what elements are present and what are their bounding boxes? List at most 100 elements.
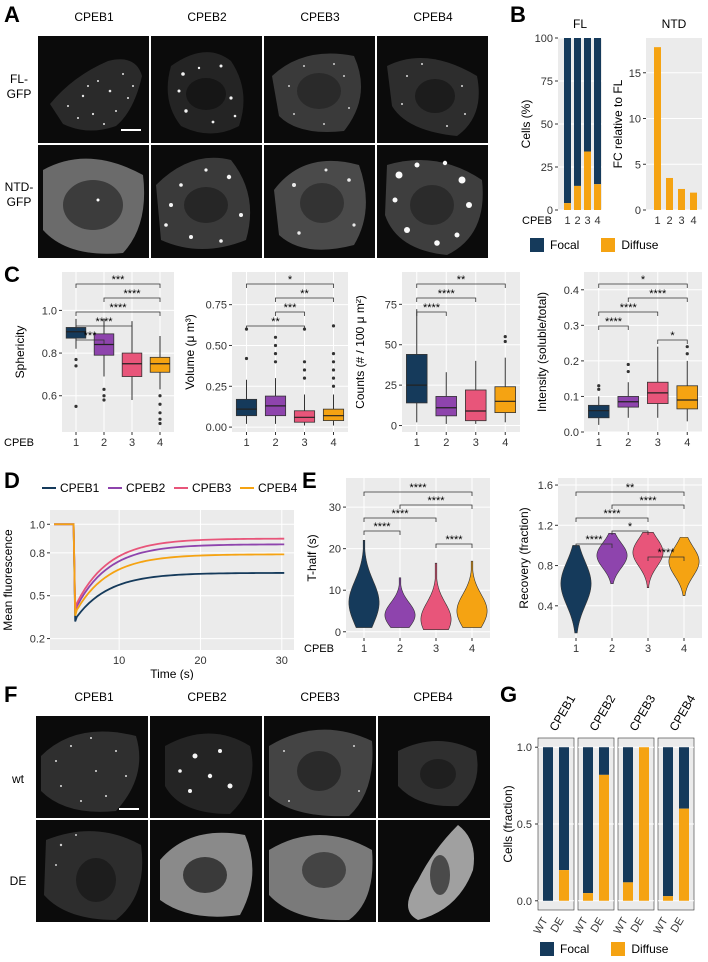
box — [435, 396, 457, 417]
significance-label: **** — [427, 495, 445, 507]
box-outlier — [74, 404, 78, 408]
x-tick-label: 4 — [690, 215, 696, 227]
x-tick-label: 4 — [157, 437, 163, 449]
box-outlier — [158, 394, 162, 398]
chart-title: NTD — [662, 17, 687, 31]
x-tick-label: 3 — [584, 215, 590, 227]
y-tick-label: 0.2 — [564, 356, 579, 368]
violin — [420, 562, 452, 630]
significance-bracket — [575, 491, 685, 496]
legend-g: Focal Diffuse — [540, 942, 668, 956]
col-label-f-cpeb3: CPEB3 — [300, 690, 340, 704]
y-tick-label: 0.3 — [564, 320, 579, 332]
plot-background — [50, 510, 294, 650]
row-label-fl-gfp: FL- GFP — [6, 72, 32, 101]
x-tick-label: 3 — [473, 437, 479, 449]
significance-bracket — [75, 325, 133, 330]
y-tick-label: 1.2 — [538, 520, 553, 532]
bar-diffuse — [584, 151, 591, 210]
box-outlier — [331, 324, 336, 328]
legend-label-focal: Focal — [560, 942, 590, 956]
x-tick-label: 3 — [129, 437, 135, 449]
bar-focal — [679, 747, 689, 809]
box-outlier — [302, 360, 307, 364]
box — [293, 410, 316, 423]
box-outlier — [102, 398, 106, 402]
significance-label: * — [641, 274, 646, 286]
chart-b-fl: FL 0 25 50 75 100 Cells (%) 1 2 3 4 CPEB — [519, 17, 602, 227]
box-outlier — [503, 335, 507, 339]
bar-diffuse — [559, 870, 569, 901]
box — [406, 354, 428, 404]
significance-label: ** — [271, 316, 280, 328]
x-tick-label: 3 — [433, 643, 439, 655]
significance-bracket — [275, 297, 334, 302]
significance-label: **** — [423, 302, 441, 314]
box-outlier — [273, 352, 278, 356]
y-tick-label: 5 — [635, 159, 641, 171]
significance-label: **** — [95, 316, 113, 328]
violin — [456, 560, 488, 628]
significance-label: ** — [457, 274, 466, 286]
box-outlier — [74, 364, 78, 368]
significance-bracket — [611, 504, 685, 509]
micrograph-fl-cpeb4 — [377, 36, 488, 143]
significance-bracket — [611, 530, 649, 535]
x-tick-label: 30 — [276, 655, 288, 667]
x-tick-label: 2 — [609, 643, 615, 655]
box — [322, 408, 345, 421]
y-axis-label: Intensity (soluble/total) — [535, 292, 549, 412]
micrograph-wt-cpeb3 — [264, 716, 376, 818]
facet-label: CPEB1 — [546, 692, 578, 733]
significance-bracket — [435, 543, 473, 548]
x-tick-label: 2 — [625, 437, 631, 449]
bar-diffuse — [574, 185, 581, 210]
significance-label: *** — [284, 302, 298, 314]
y-tick-label: 0.5 — [517, 819, 532, 831]
significance-bracket — [416, 311, 447, 316]
scale-bar — [119, 808, 139, 810]
box-outlier — [597, 387, 601, 391]
significance-label: *** — [84, 330, 98, 342]
box-outlier — [302, 376, 307, 380]
panel-letter-b: B — [510, 2, 526, 27]
box — [588, 404, 610, 419]
x-axis-label: CPEB — [522, 215, 552, 227]
violin — [596, 533, 628, 584]
micrograph-de-cpeb4 — [378, 820, 490, 922]
significance-bracket — [598, 283, 688, 288]
bar-diffuse — [639, 747, 649, 901]
bar-focal — [564, 38, 571, 204]
box-outlier — [158, 421, 162, 426]
box-outlier — [244, 356, 249, 361]
significance-label: ** — [626, 482, 635, 494]
violin — [560, 545, 592, 634]
x-tick-label: 1 — [73, 437, 79, 449]
col-label-f-cpeb4: CPEB4 — [413, 690, 453, 704]
x-axis-label: Time (s) — [150, 667, 194, 680]
bar-diffuse — [623, 882, 633, 901]
significance-label: **** — [639, 495, 657, 507]
y-tick-label: 0.5 — [30, 591, 45, 603]
micrograph-ntd-cpeb3 — [264, 145, 375, 258]
micrograph-fl-cpeb3 — [264, 36, 375, 143]
significance-label: **** — [123, 288, 141, 300]
legend-swatch-focal — [530, 238, 544, 252]
x-axis-label: CPEB — [4, 437, 34, 449]
box-outlier — [102, 394, 106, 398]
significance-label: **** — [391, 508, 409, 520]
significance-bracket — [647, 556, 685, 561]
legend-b: Focal Diffuse — [530, 238, 658, 252]
x-tick-label: 4 — [330, 437, 336, 449]
x-tick-label: 4 — [594, 215, 600, 227]
y-tick-label: 0 — [547, 205, 553, 217]
legend-label: CPEB3 — [192, 481, 232, 495]
x-tick-label: DE — [669, 916, 687, 935]
y-axis-label: Cells (fraction) — [501, 785, 515, 862]
violin — [384, 577, 416, 628]
x-tick-label: WT — [612, 915, 631, 936]
micrograph-wt-cpeb2 — [150, 716, 262, 818]
x-tick-label: 3 — [645, 643, 651, 655]
box-outlier — [331, 384, 336, 388]
